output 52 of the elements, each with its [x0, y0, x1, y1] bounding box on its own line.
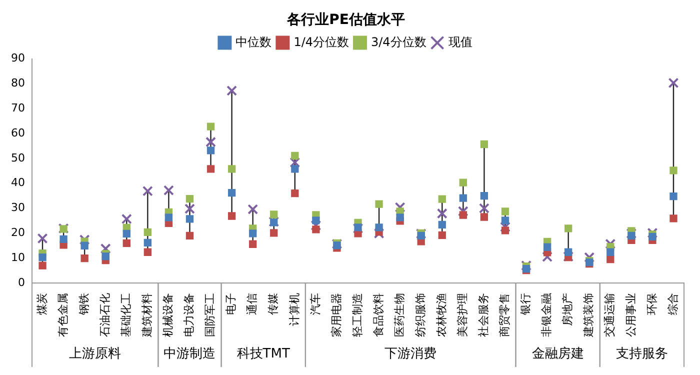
x-tick-label: 石油石化	[98, 293, 112, 337]
y-tick-label: 70	[10, 101, 25, 114]
legend-label: 中位数	[236, 34, 272, 49]
y-tick-label: 20	[10, 226, 25, 240]
x-tick-label: 计算机	[288, 293, 301, 326]
x-tick-label: 建筑装饰	[582, 293, 596, 338]
x-tick-label: 国防军工	[204, 293, 217, 337]
x-tick-label: 机械设备	[162, 293, 175, 337]
x-tick-label: 家用电器	[330, 293, 343, 337]
x-tick-label: 农林牧渔	[434, 293, 448, 337]
x-tick-label: 环保	[645, 293, 658, 315]
x-tick-label: 传媒	[266, 293, 280, 315]
x-tick-label: 建筑材料	[140, 293, 154, 338]
text: 上游原料	[69, 346, 122, 362]
y-tick-label: 80	[10, 76, 25, 90]
x-tick-label: 房地产	[561, 293, 574, 326]
y-tick-label: 10	[10, 250, 25, 264]
x-tick-label: 商贸零售	[498, 293, 512, 337]
x-tick-label: 交通运输	[603, 293, 616, 337]
x-tick-label: 纺织服饰	[414, 293, 427, 337]
y-tick-label: 0	[18, 276, 25, 289]
x-tick-label: 非银金融	[540, 293, 554, 337]
text: 中游制造	[164, 346, 216, 362]
text: 支持服务	[616, 346, 668, 362]
legend-label: 3/4分位数	[371, 34, 426, 49]
x-tick-label: 电力设备	[182, 293, 196, 337]
chart-title: 各行业PE估值水平	[286, 12, 405, 28]
y-tick-label: 90	[10, 52, 25, 65]
x-tick-label: 美容护理	[456, 293, 470, 337]
text: 下游消费	[384, 346, 437, 362]
text: 金融房建	[532, 345, 584, 362]
x-tick-label: 公用事业	[624, 293, 638, 337]
legend-label: 1/4分位数	[294, 34, 349, 49]
y-tick-label: 50	[10, 151, 25, 164]
x-tick-label: 钢铁	[77, 293, 90, 316]
x-tick-label: 煤炭	[35, 293, 48, 315]
x-tick-label: 基础化工	[120, 293, 132, 337]
x-tick-label: 社会服务	[477, 293, 490, 337]
y-tick-label: 30	[10, 201, 25, 214]
legend-label: 现值	[448, 34, 472, 49]
x-tick-label: 综合	[666, 293, 680, 315]
x-tick-label: 通信	[246, 293, 259, 315]
x-tick-label: 食品饮料	[372, 293, 385, 337]
x-tick-label: 汽车	[308, 293, 322, 315]
x-tick-label: 银行	[519, 293, 532, 316]
x-tick-label: 电子	[224, 293, 238, 315]
y-tick-label: 40	[10, 176, 25, 190]
x-tick-label: 医药生物	[392, 293, 406, 337]
x-tick-label: 有色金属	[56, 293, 70, 337]
text: 科技TMT	[236, 346, 290, 362]
y-tick-label: 60	[10, 126, 25, 140]
x-tick-label: 轻工制造	[350, 293, 364, 337]
